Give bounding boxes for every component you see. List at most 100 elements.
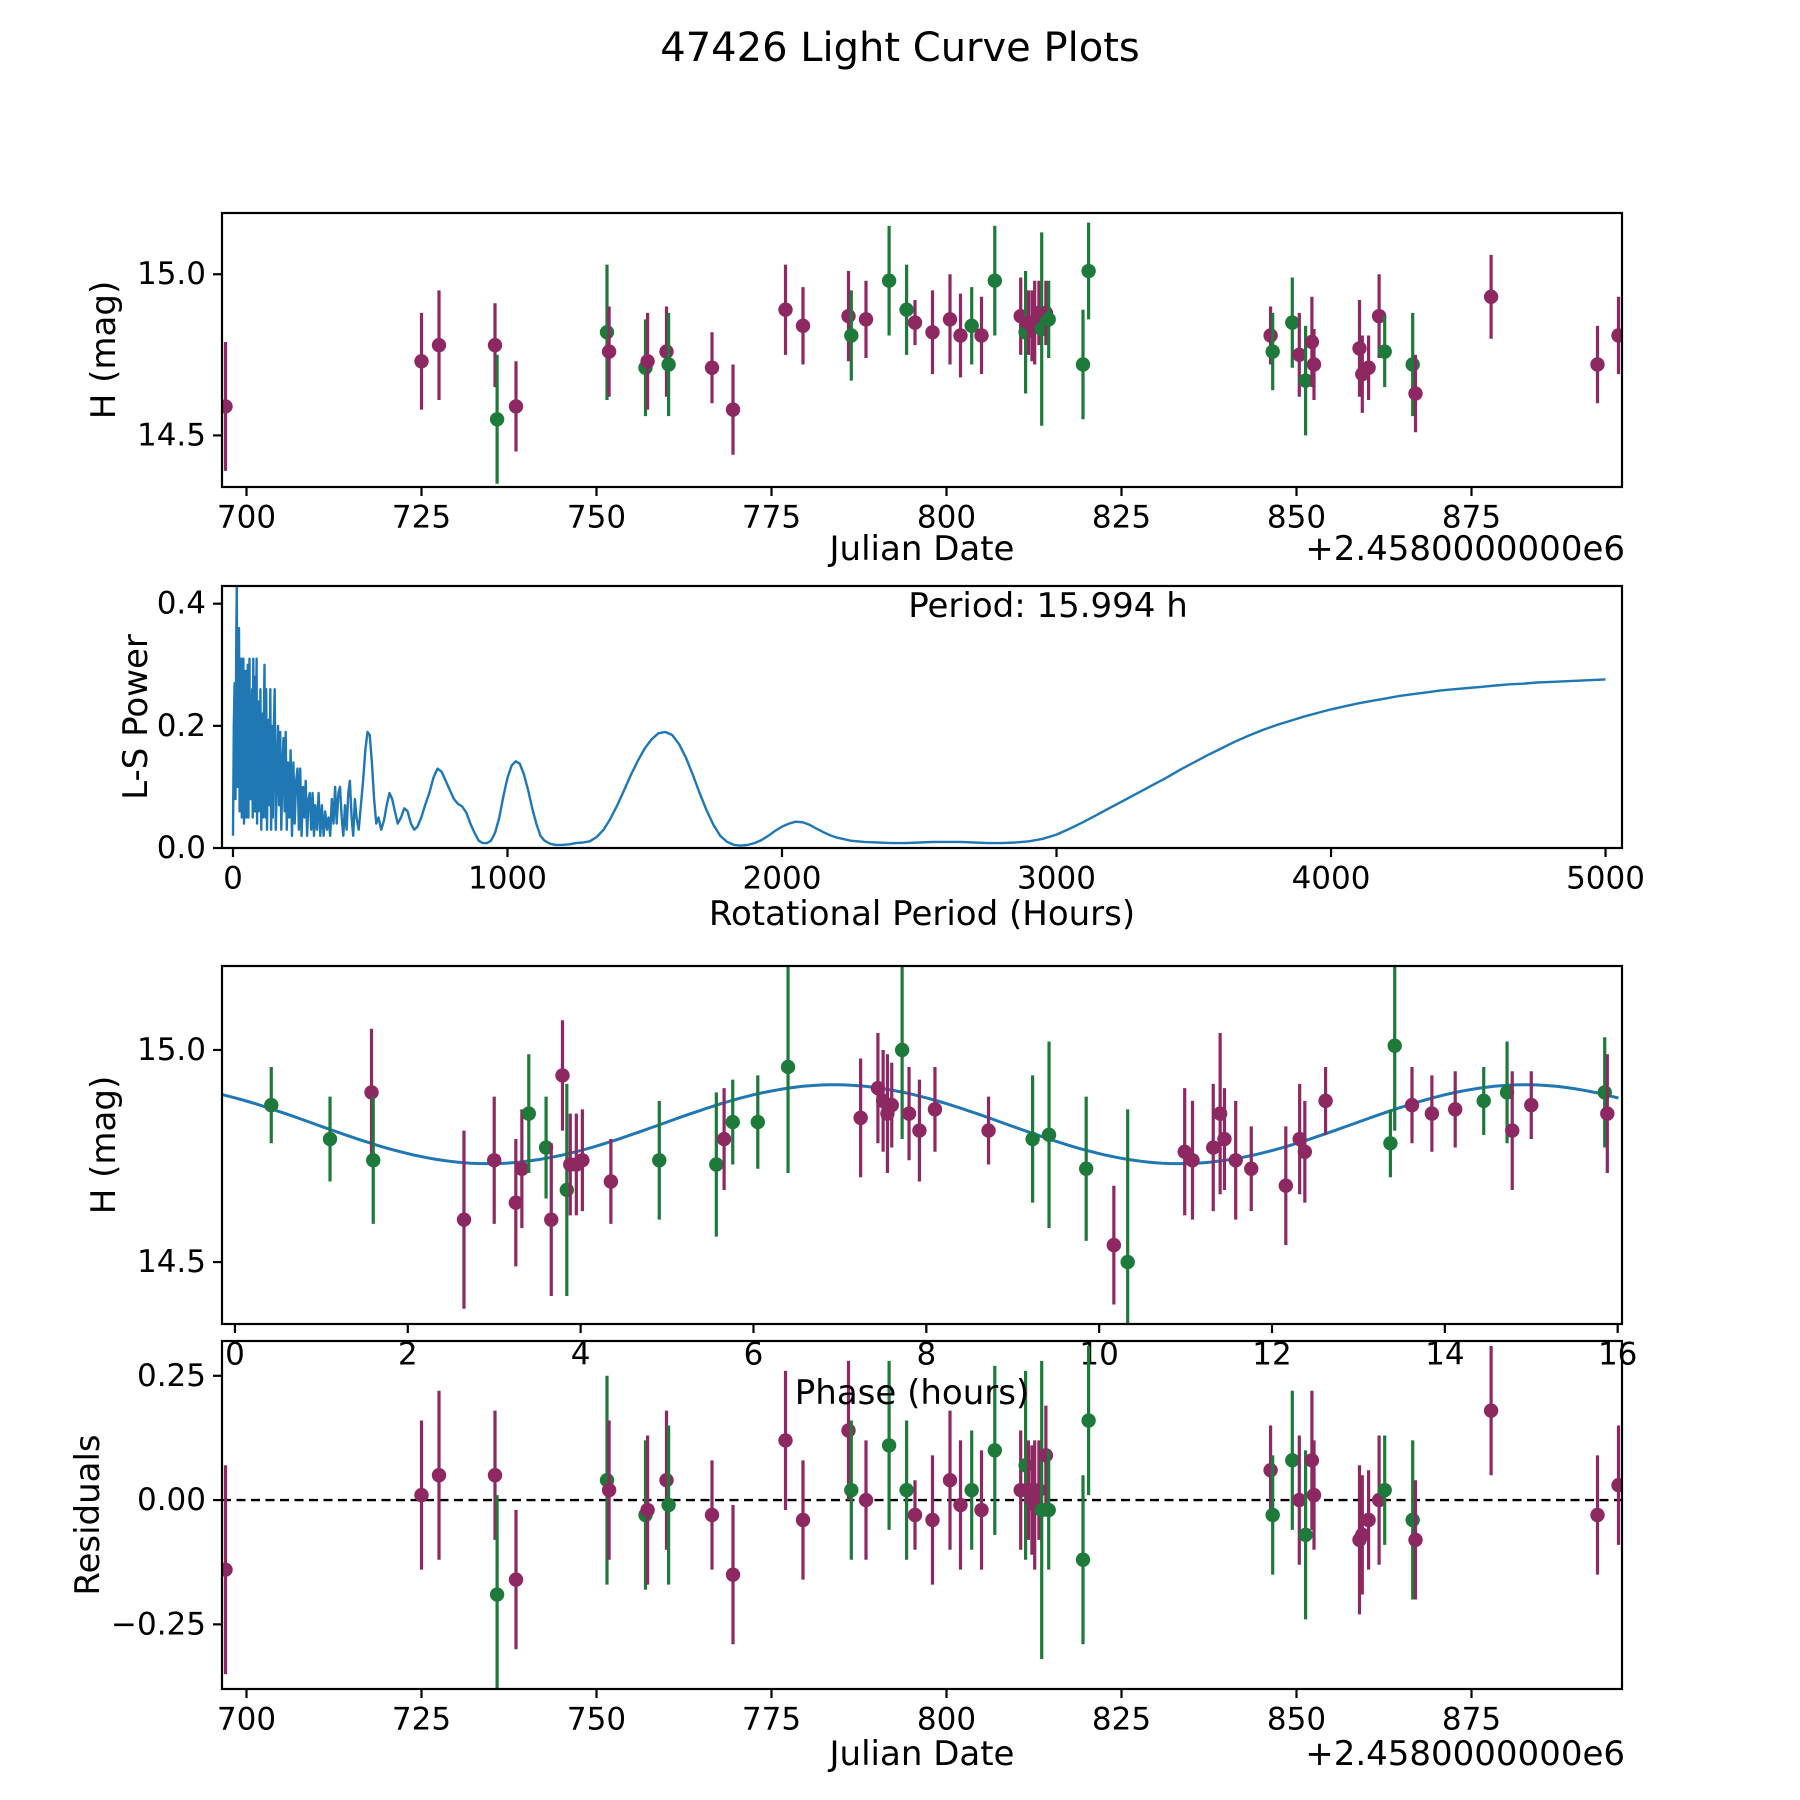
x-tick-label: 750: [567, 499, 626, 535]
data-point: [899, 1482, 914, 1498]
data-point: [1265, 1507, 1280, 1523]
data-point: [927, 1102, 943, 1117]
data-point: [1278, 1178, 1294, 1193]
data-point: [974, 1502, 989, 1518]
residuals-ylabel: Residuals: [68, 1434, 108, 1596]
subplot-residuals: 700 725 750 775 800 825 850 875 0.25 0.00 −0.25: [111, 1339, 1624, 1737]
data-point: [1408, 1532, 1423, 1548]
data-point: [899, 302, 914, 317]
data-point: [881, 1438, 897, 1453]
data-point: [414, 1487, 429, 1503]
data-point: [1383, 1136, 1398, 1151]
data-point: [1297, 1144, 1313, 1159]
data-point: [601, 344, 617, 359]
data-point: [456, 1212, 472, 1227]
data-point: [1600, 1106, 1615, 1121]
jd-plot-ylabel: H (mag): [84, 280, 124, 420]
data-point: [1306, 357, 1322, 372]
data-point: [1304, 334, 1320, 350]
subplot-ls-periodogram: 0 1000 2000 3000 4000 5000 0.0 0.2 0.4: [157, 584, 1645, 896]
x-tick-label: 14: [1425, 1336, 1464, 1372]
y-tick-label: 14.5: [137, 417, 206, 453]
y-tick-label: 0.00: [137, 1482, 206, 1518]
data-point: [1371, 308, 1387, 324]
data-point: [1355, 1527, 1370, 1543]
data-point: [661, 357, 676, 372]
y-tick-label: 0.25: [137, 1358, 206, 1394]
x-tick-label: 825: [1092, 1701, 1151, 1737]
y-tick-label: −0.25: [111, 1606, 206, 1642]
data-point: [1106, 1237, 1122, 1253]
data-point: [1038, 1448, 1054, 1463]
data-point: [264, 1097, 279, 1113]
data-point: [964, 318, 979, 334]
data-point: [1228, 1153, 1243, 1168]
data-point: [603, 1174, 619, 1189]
data-point: [1078, 1161, 1094, 1176]
data-point: [925, 1512, 940, 1528]
data-point: [1081, 263, 1096, 279]
data-point: [858, 1492, 874, 1508]
data-point: [1025, 1131, 1040, 1147]
x-tick-label: 5000: [1566, 860, 1645, 896]
residuals-xlabel: Julian Date: [829, 1734, 1015, 1774]
data-point: [431, 337, 447, 353]
subplot-phased-lightcurve: 0 2 4 6 8 10 12 14 16 14.5 15.0: [137, 964, 1637, 1372]
data-point: [953, 1497, 968, 1513]
data-point: [1611, 328, 1622, 343]
data-point: [661, 1497, 676, 1513]
data-point: [1292, 347, 1307, 363]
y-tick-label: 15.0: [137, 256, 206, 292]
data-point: [652, 1153, 667, 1168]
jd-plot-xlabel: Julian Date: [829, 529, 1015, 569]
data-point: [925, 325, 940, 340]
data-point: [1448, 1102, 1463, 1117]
x-tick-label: 0: [225, 1336, 245, 1372]
data-point: [1306, 1487, 1322, 1503]
x-tick-label: 875: [1442, 499, 1501, 535]
y-tick-label: 15.0: [137, 1032, 206, 1068]
data-point: [489, 412, 505, 427]
data-point: [599, 325, 615, 340]
data-point: [1318, 1093, 1333, 1109]
data-point: [1524, 1097, 1539, 1113]
x-tick-label: 825: [1092, 499, 1151, 535]
x-tick-label: 4: [571, 1336, 591, 1372]
data-point: [894, 1042, 910, 1058]
data-point: [1292, 1492, 1307, 1508]
data-point: [1263, 1463, 1278, 1478]
data-point: [1361, 360, 1376, 375]
data-point: [575, 1153, 590, 1168]
data-point: [1483, 1403, 1499, 1418]
data-point: [841, 308, 856, 324]
phase-plot-ylabel: H (mag): [84, 1075, 124, 1215]
data-point: [981, 1123, 996, 1138]
x-tick-label: 800: [917, 1701, 976, 1737]
data-point: [1590, 357, 1605, 372]
data-point: [907, 315, 923, 330]
data-point: [508, 1572, 524, 1587]
data-point: [431, 1468, 447, 1483]
residuals-axis-offset: +2.4580000000e6: [1305, 1734, 1625, 1774]
data-point: [704, 360, 720, 375]
data-point: [1424, 1106, 1440, 1121]
data-point: [1031, 1482, 1047, 1498]
x-tick-label: 2000: [743, 860, 822, 896]
data-point: [716, 1131, 732, 1147]
x-tick-label: 875: [1442, 1701, 1501, 1737]
data-point: [487, 1468, 503, 1483]
data-point: [487, 1153, 502, 1168]
data-point: [222, 399, 233, 414]
data-point: [640, 1502, 655, 1518]
x-tick-label: 2: [398, 1336, 418, 1372]
y-tick-label: 0.2: [157, 708, 206, 744]
data-point: [953, 328, 968, 343]
data-point: [1505, 1123, 1520, 1138]
data-point: [1361, 1512, 1376, 1528]
data-point: [521, 1106, 536, 1121]
y-tick-label: 14.5: [137, 1244, 206, 1280]
data-point: [853, 1110, 868, 1126]
data-point: [414, 354, 429, 369]
x-tick-label: 750: [567, 1701, 626, 1737]
